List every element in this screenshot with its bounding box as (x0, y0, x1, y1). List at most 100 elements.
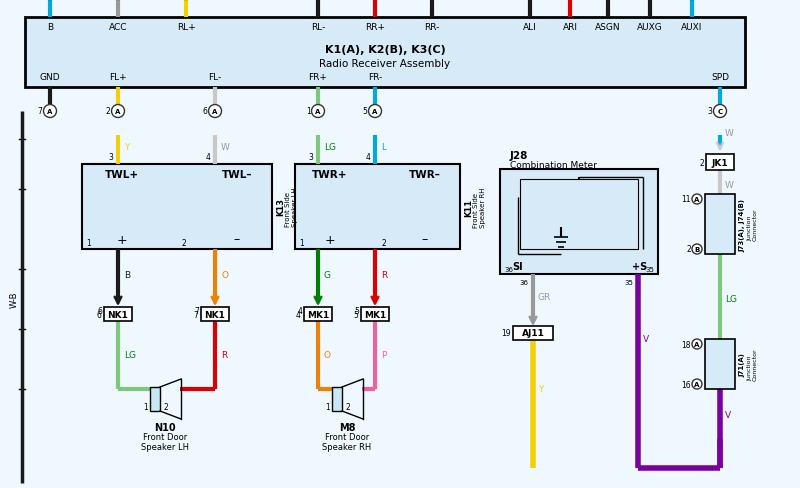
Text: –: – (234, 233, 240, 246)
Text: TWR+: TWR+ (312, 170, 348, 180)
Text: Junction
Connector: Junction Connector (747, 208, 758, 241)
Text: SI: SI (513, 262, 523, 271)
Bar (332, 387, 342, 411)
Text: 4: 4 (296, 310, 301, 319)
Text: L: L (381, 143, 386, 152)
FancyBboxPatch shape (201, 307, 229, 321)
Text: Front Door: Front Door (325, 433, 369, 442)
Text: RL-: RL- (311, 23, 325, 32)
Text: –: – (422, 233, 428, 246)
Circle shape (692, 379, 702, 389)
FancyBboxPatch shape (361, 307, 389, 321)
Text: 18: 18 (682, 340, 691, 349)
FancyBboxPatch shape (304, 307, 332, 321)
Text: W: W (725, 128, 734, 137)
Text: 1: 1 (306, 107, 310, 116)
Text: A: A (372, 109, 378, 115)
Text: 36: 36 (504, 266, 513, 272)
Text: 6: 6 (202, 107, 207, 116)
Text: RR+: RR+ (365, 23, 385, 32)
Text: 7: 7 (193, 310, 198, 319)
Text: 2: 2 (345, 403, 350, 412)
Text: GND: GND (40, 73, 60, 82)
Text: A: A (315, 109, 321, 115)
Text: 2: 2 (163, 403, 168, 412)
Text: MK1: MK1 (307, 310, 329, 319)
Text: A: A (694, 197, 700, 203)
Text: GR: GR (538, 292, 551, 301)
Text: ACC: ACC (109, 23, 127, 32)
Text: Radio Receiver Assembly: Radio Receiver Assembly (319, 59, 450, 69)
Text: ASGN: ASGN (595, 23, 621, 32)
Text: AUXI: AUXI (682, 23, 702, 32)
Text: C: C (718, 109, 722, 115)
FancyBboxPatch shape (104, 307, 132, 321)
FancyBboxPatch shape (705, 339, 735, 389)
Text: A: A (115, 109, 121, 115)
Text: +: + (117, 233, 127, 246)
Text: B: B (47, 23, 53, 32)
Text: J28: J28 (510, 151, 528, 161)
Text: 2: 2 (181, 239, 186, 247)
Text: TWL–: TWL– (222, 170, 252, 180)
Text: Speaker RH: Speaker RH (322, 442, 372, 450)
Text: 1: 1 (299, 239, 304, 247)
Circle shape (692, 195, 702, 204)
Text: 4: 4 (365, 153, 370, 162)
Text: 35: 35 (624, 280, 633, 285)
Text: G: G (324, 270, 331, 279)
Text: Front Side
Speaker LH: Front Side Speaker LH (285, 187, 298, 227)
Text: K13: K13 (276, 198, 285, 216)
FancyBboxPatch shape (705, 195, 735, 254)
Text: LG: LG (324, 143, 336, 152)
Text: 11: 11 (682, 195, 691, 204)
Text: 2: 2 (382, 239, 386, 247)
Text: Y: Y (538, 385, 543, 394)
Text: W: W (221, 143, 230, 152)
Text: K1(A), K2(B), K3(C): K1(A), K2(B), K3(C) (325, 45, 446, 55)
Text: 36: 36 (519, 280, 528, 285)
Text: 3: 3 (108, 153, 113, 162)
Text: +S: +S (632, 262, 648, 271)
Text: O: O (221, 270, 228, 279)
Text: B: B (124, 270, 130, 279)
Text: TWL+: TWL+ (105, 170, 139, 180)
Text: TWR–: TWR– (409, 170, 441, 180)
Text: 4: 4 (297, 306, 302, 315)
Text: 19: 19 (502, 328, 511, 337)
Text: J73(A), J74(B): J73(A), J74(B) (739, 198, 745, 251)
Text: LG: LG (124, 351, 136, 360)
Circle shape (714, 105, 726, 118)
Text: RL+: RL+ (177, 23, 195, 32)
Text: +: + (325, 233, 335, 246)
Text: O: O (324, 351, 331, 360)
Text: 5: 5 (353, 310, 358, 319)
Text: 4: 4 (205, 153, 210, 162)
FancyBboxPatch shape (706, 155, 734, 171)
Circle shape (311, 105, 325, 118)
Text: 6: 6 (96, 310, 101, 319)
Text: 2: 2 (686, 245, 691, 254)
Circle shape (692, 244, 702, 254)
Text: 3: 3 (308, 153, 313, 162)
Text: A: A (694, 381, 700, 387)
FancyBboxPatch shape (513, 326, 553, 340)
Text: 6: 6 (97, 306, 102, 315)
Text: 5: 5 (354, 306, 359, 315)
Text: FL-: FL- (208, 73, 222, 82)
Text: FR-: FR- (368, 73, 382, 82)
Text: SPD: SPD (711, 73, 729, 82)
FancyBboxPatch shape (25, 18, 745, 88)
Text: AJ11: AJ11 (522, 329, 545, 338)
Text: W: W (725, 180, 734, 189)
Text: A: A (212, 109, 218, 115)
Text: V: V (643, 335, 649, 344)
Text: 2: 2 (699, 158, 704, 167)
Text: 3: 3 (708, 107, 713, 116)
Text: FL+: FL+ (109, 73, 127, 82)
Text: ARI: ARI (562, 23, 578, 32)
Text: W-B: W-B (10, 291, 18, 307)
Text: 7: 7 (194, 306, 199, 315)
Text: J71(A): J71(A) (739, 352, 745, 376)
Circle shape (111, 105, 125, 118)
